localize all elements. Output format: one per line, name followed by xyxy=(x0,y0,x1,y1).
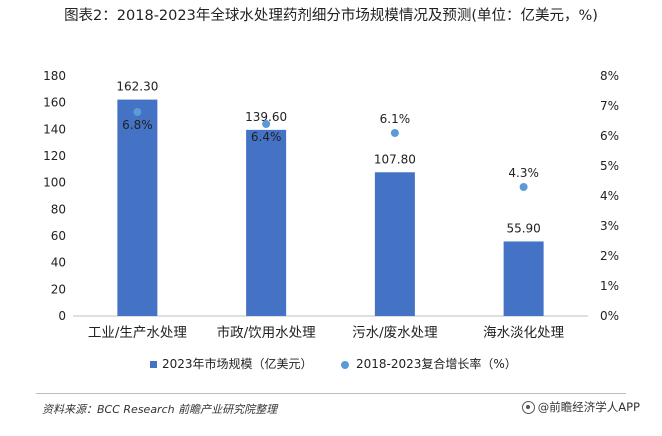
y-right-tick-label: 5% xyxy=(600,159,619,173)
bar-value-label: 55.90 xyxy=(506,221,540,235)
y-left-tick-label: 80 xyxy=(51,202,66,216)
y-right-tick-label: 0% xyxy=(600,309,619,323)
x-tick-label: 污水/废水处理 xyxy=(352,325,438,341)
point-series: 6.8% 6.4% 6.1% 4.3% xyxy=(122,108,539,191)
y-left-tick-label: 120 xyxy=(43,149,66,163)
y-left-tick-label: 20 xyxy=(51,282,66,296)
rate-point xyxy=(390,129,399,137)
y-left-tick-label: 40 xyxy=(51,256,66,270)
y-left-tick-label: 140 xyxy=(43,122,66,136)
chart-axes: 0 20 40 60 80 100 120 140 160 180 0% 1% 2% 3% 4% 5% 6% 7%… xyxy=(43,69,619,341)
legend-bar-swatch xyxy=(150,361,157,368)
bar xyxy=(246,129,287,316)
footer-divider xyxy=(36,393,626,394)
y-left-tick-label: 180 xyxy=(43,69,66,83)
legend-point-swatch xyxy=(341,361,349,369)
y-right-tick-label: 8% xyxy=(600,69,619,83)
y-right-tick-label: 3% xyxy=(600,219,619,233)
y-right-tick-label: 4% xyxy=(600,189,619,203)
bar-value-label: 162.30 xyxy=(116,80,158,94)
y-left-tick-label: 100 xyxy=(43,176,66,190)
bar-value-label: 107.80 xyxy=(374,152,416,166)
brand-text: @前瞻经济学人APP xyxy=(537,400,640,414)
x-tick-label: 市政/饮用水处理 xyxy=(217,324,317,341)
y-right-tick-label: 2% xyxy=(600,249,619,263)
rate-value-label: 6.1% xyxy=(380,112,411,126)
bar xyxy=(117,99,158,316)
source-note: 资料来源：BCC Research 前瞻产业研究院整理 xyxy=(42,403,278,416)
x-tick-label: 工业/生产水处理 xyxy=(88,325,188,341)
qianzhan-logo-icon xyxy=(521,400,535,414)
chart-legend: 2023年市场规模（亿美元） 2018-2023复合增长率（%） xyxy=(150,356,517,371)
rate-value-label: 6.8% xyxy=(122,118,153,132)
rate-value-label: 6.4% xyxy=(251,130,282,144)
rate-point xyxy=(133,108,142,116)
y-left-tick-label: 60 xyxy=(51,229,66,243)
chart-title: 图表2：2018-2023年全球水处理药剂细分市场规模情况及预测(单位：亿美元，… xyxy=(64,8,598,24)
legend-bar-label: 2023年市场规模（亿美元） xyxy=(162,356,313,371)
x-tick-label: 海水淡化处理 xyxy=(483,325,564,341)
y-left-tick-label: 0 xyxy=(58,309,66,323)
y-right-tick-label: 1% xyxy=(600,279,619,293)
legend-point-label: 2018-2023复合增长率（%） xyxy=(356,356,517,371)
bar xyxy=(503,241,544,316)
rate-point xyxy=(519,183,528,191)
rate-value-label: 4.3% xyxy=(508,166,539,180)
chart-canvas: 0 20 40 60 80 100 120 140 160 180 0% 1% 2% 3% 4% 5% 6% 7%… xyxy=(43,69,619,371)
bar-value-label: 139.60 xyxy=(245,110,287,124)
y-right-tick-label: 7% xyxy=(600,99,619,113)
bar xyxy=(374,172,415,316)
y-right-tick-label: 6% xyxy=(600,129,619,143)
brand-credit: @前瞻经济学人APP xyxy=(521,399,640,415)
y-left-tick-label: 160 xyxy=(43,96,66,110)
rate-point xyxy=(262,120,271,128)
bar-series: 162.30 139.60 107.80 55.90 xyxy=(116,80,544,316)
